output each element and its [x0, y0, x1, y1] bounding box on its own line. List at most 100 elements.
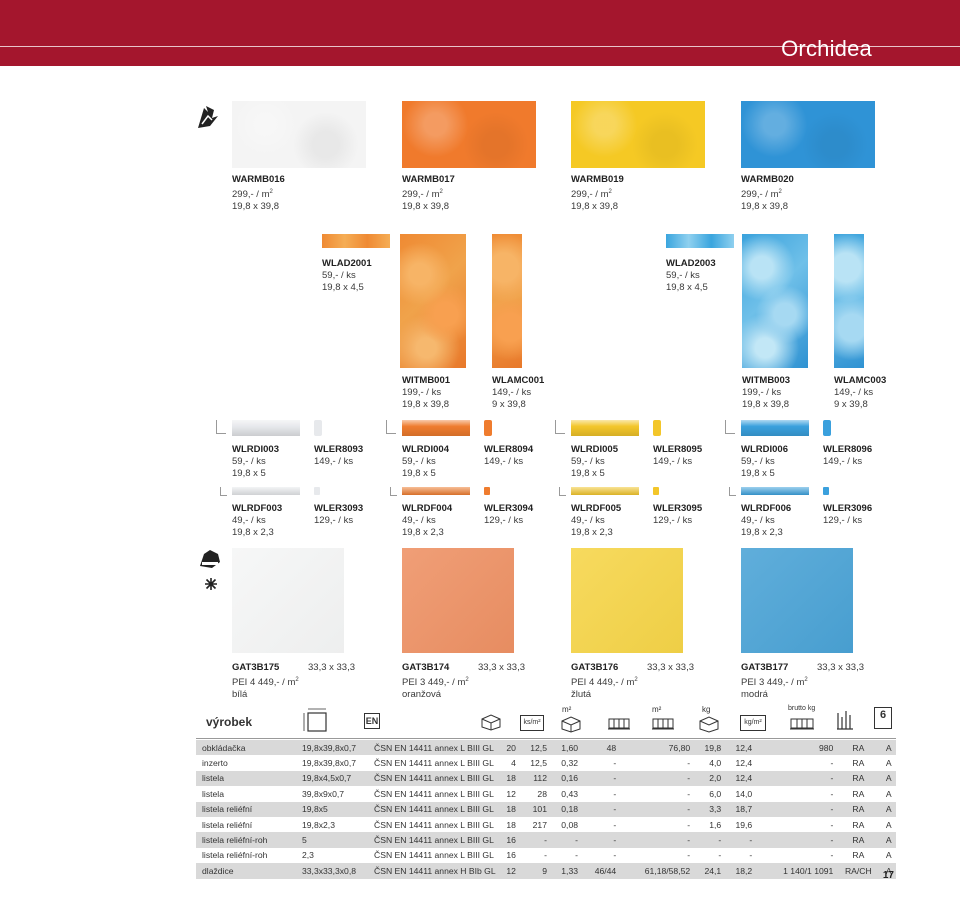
table-cell: 61,18/58,52: [618, 863, 693, 879]
table-cell: 1 140/1 1091: [754, 863, 836, 879]
corner-piece-wler3094: [484, 487, 490, 495]
table-cell: 0,08: [548, 816, 581, 833]
label-gat3b174: GAT3B174 PEI 3 449,- / m2 oranžová: [402, 662, 469, 701]
label-wler8094: WLER8094 149,- / ks: [484, 444, 534, 467]
label-wlamc003: WLAMC003 149,- / ks 9 x 39,8: [834, 375, 887, 410]
table-cell: ČSN EN 14411 annex L BIII GL: [372, 816, 498, 833]
table-cell: -: [618, 786, 693, 802]
table-cell: 24,1: [692, 863, 724, 879]
table-cell: ČSN EN 14411 annex L BIII GL: [372, 740, 498, 756]
wall-tile-warmb019: [571, 101, 705, 168]
relief-listela-wlrdi004: [402, 420, 470, 436]
table-cell: -: [723, 832, 755, 848]
relief-listela-wlrdf003: [232, 487, 300, 495]
table-cell: 39,8x9x0,7: [300, 786, 372, 802]
label-wlrdi005: WLRDI005 59,- / ks 19,8 x 5: [571, 444, 618, 479]
m2-pallet-icon: [652, 718, 674, 730]
tile-orange-texture-large: [400, 234, 466, 368]
box-icon: [481, 714, 501, 731]
wall-tile-warmb020: [741, 101, 875, 168]
table-cell: 14,0: [723, 786, 755, 802]
table-cell: RA: [835, 770, 882, 787]
table-cell: -: [517, 847, 549, 864]
unit-superscript: 2: [439, 189, 443, 195]
table-cell: 12: [497, 863, 518, 879]
corner-piece-wler8096: [823, 420, 831, 436]
label-warmb017: WARMB017 299,- / m2 19,8 x 39,8: [402, 174, 455, 213]
table-cell: 19,6: [723, 816, 755, 833]
table-cell: -: [618, 816, 693, 833]
table-cell: 20: [497, 740, 518, 756]
table-row: listela reliéfní-roh 2,3 ČSN EN 14411 anne…: [196, 847, 896, 864]
table-cell: 1,60: [548, 740, 581, 756]
table-cell: -: [548, 832, 581, 848]
size-gat3b177: 33,3 x 33,3: [817, 662, 865, 673]
pieces-per-m2-icon: ks/m²: [520, 715, 544, 731]
label-wlrdf005: WLRDF005 49,- / ks 19,8 x 2,3: [571, 503, 622, 538]
floor-tile-gat3b174: [402, 548, 514, 653]
table-cell: 6,0: [692, 786, 724, 802]
table-cell: ČSN EN 14411 annex L BIII GL: [372, 755, 498, 771]
page-title: Orchidea: [781, 36, 872, 61]
corner-sketch-icon: [725, 420, 735, 434]
label-wlad2001: WLAD2001 59,- / ks 19,8 x 4,5: [322, 258, 372, 293]
table-cell: listela: [196, 770, 300, 787]
table-cell: 19,8x4,5x0,7: [300, 770, 372, 787]
page-number: 17: [882, 870, 894, 881]
label-wler3094: WLER3094 129,- / ks: [484, 503, 534, 526]
table-cell: listela: [196, 786, 300, 802]
table-cell: -: [754, 786, 836, 802]
label-gat3b177: GAT3B177 PEI 3 449,- / m2 modrá: [741, 662, 808, 701]
table-cell: 112: [517, 770, 549, 787]
table-row: listela reliéfní 19,8x5 ČSN EN 14411 annex…: [196, 801, 896, 817]
header-rule: [0, 46, 960, 47]
table-cell: 1,6: [692, 816, 724, 833]
frost-resistant-icon: [205, 578, 217, 590]
label-wlad2003: WLAD2003 59,- / ks 19,8 x 4,5: [666, 258, 716, 293]
table-cell: -: [618, 847, 693, 864]
brutto-pallet-icon: [790, 718, 814, 730]
corner-piece-wler3095: [653, 487, 659, 495]
table-cell: -: [517, 832, 549, 848]
table-row: listela 19,8x4,5x0,7 ČSN EN 14411 annex L …: [196, 770, 896, 787]
table-cell: -: [580, 816, 619, 833]
table-cell: -: [580, 801, 619, 817]
table-cell: -: [723, 847, 755, 864]
kg-per-m2-icon: kg/m²: [740, 715, 766, 731]
corner-sketch-icon: [559, 487, 566, 496]
table-cell: -: [580, 755, 619, 771]
wall-tile-warmb017: [402, 101, 536, 168]
table-cell: -: [580, 847, 619, 864]
table-cell: A: [881, 816, 896, 833]
table-cell: 101: [517, 801, 549, 817]
relief-listela-wlrdf006: [741, 487, 809, 495]
table-cell: -: [692, 847, 724, 864]
table-cell: ČSN EN 14411 annex L BIII GL: [372, 847, 498, 864]
table-cell: RA: [835, 832, 882, 848]
tile-blue-texture-narrow: [834, 234, 864, 368]
label-wlrdf003: WLRDF003 49,- / ks 19,8 x 2,3: [232, 503, 283, 538]
relief-listela-wlrdf005: [571, 487, 639, 495]
label-wlrdf004: WLRDF004 49,- / ks 19,8 x 2,3: [402, 503, 453, 538]
table-cell: 9: [517, 863, 549, 879]
table-cell: -: [754, 847, 836, 864]
table-cell: 0,32: [548, 755, 581, 771]
table-cell: -: [548, 847, 581, 864]
stacking-icon: [837, 711, 853, 730]
table-cell: 18,7: [723, 801, 755, 817]
floor-tile-gat3b175: [232, 548, 344, 653]
table-cell: 4,0: [692, 755, 724, 771]
label-witmb001: WITMB001 199,- / ks 19,8 x 39,8: [402, 375, 451, 410]
corner-sketch-icon: [390, 487, 397, 496]
table-cell: 0,18: [548, 801, 581, 817]
table-cell: 3,3: [692, 801, 724, 817]
unit-superscript: 2: [465, 677, 469, 683]
table-cell: 12,5: [517, 740, 549, 756]
unit-superscript: 2: [778, 189, 782, 195]
label-wlamc001: WLAMC001 149,- / ks 9 x 39,8: [492, 375, 545, 410]
relief-listela-wlrdi005: [571, 420, 639, 436]
label-wlrdi003: WLRDI003 59,- / ks 19,8 x 5: [232, 444, 279, 479]
unit-superscript: 2: [634, 677, 638, 683]
table-cell: A: [881, 740, 896, 756]
table-cell: ČSN EN 14411 annex L BIII GL: [372, 801, 498, 817]
